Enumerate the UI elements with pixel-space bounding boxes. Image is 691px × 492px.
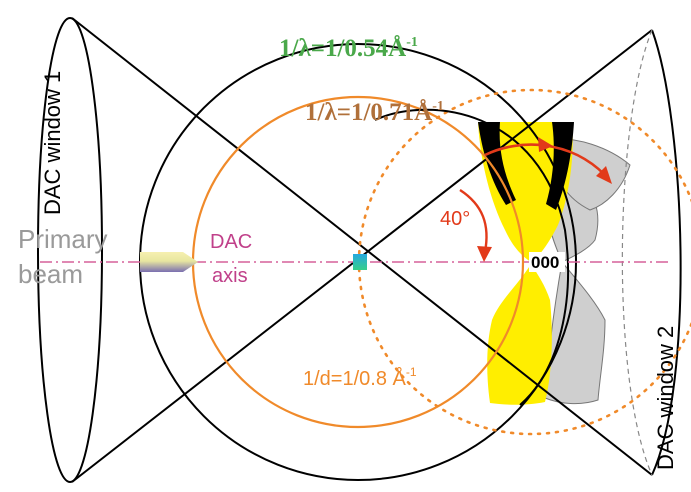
rotation-arrow-top-head — [596, 166, 612, 184]
dac-axis-label-2: axis — [212, 265, 248, 287]
dac-window-1-label: DAC window 1 — [40, 71, 65, 215]
origin-label: 000 — [531, 253, 559, 272]
accessible-region-lower — [487, 264, 552, 405]
primary-beam-label-1: Primary — [18, 224, 108, 254]
dac-axis-label-1: DAC — [210, 231, 252, 253]
lambda-054-label: 1/λ=1/0.54Å-1 — [279, 34, 418, 62]
shadow-wedge-right — [546, 122, 574, 210]
ewald-arc — [374, 108, 569, 406]
primary-beam-arrow[interactable] — [140, 252, 198, 272]
angle-arrow-head — [477, 246, 492, 262]
dac-window-2-label: DAC window 2 — [653, 326, 678, 470]
sample-crystal — [353, 254, 367, 270]
dac-window-1 — [37, 17, 103, 483]
lambda-071-label: 1/λ=1/0.71Å-1 — [305, 98, 444, 126]
origin-label-bg — [529, 252, 565, 272]
dac-window-2 — [651, 29, 682, 476]
primary-beam-label-2: beam — [18, 259, 83, 289]
d-spacing-label: 1/d=1/0.8 Å-1 — [303, 365, 417, 390]
dac-window-2-back — [621, 29, 653, 476]
rotation-arrow-top-head-2 — [538, 137, 553, 152]
angle-label: 40° — [440, 208, 470, 230]
angle-arrow — [459, 188, 488, 253]
shadow-wedge-left — [478, 122, 516, 205]
